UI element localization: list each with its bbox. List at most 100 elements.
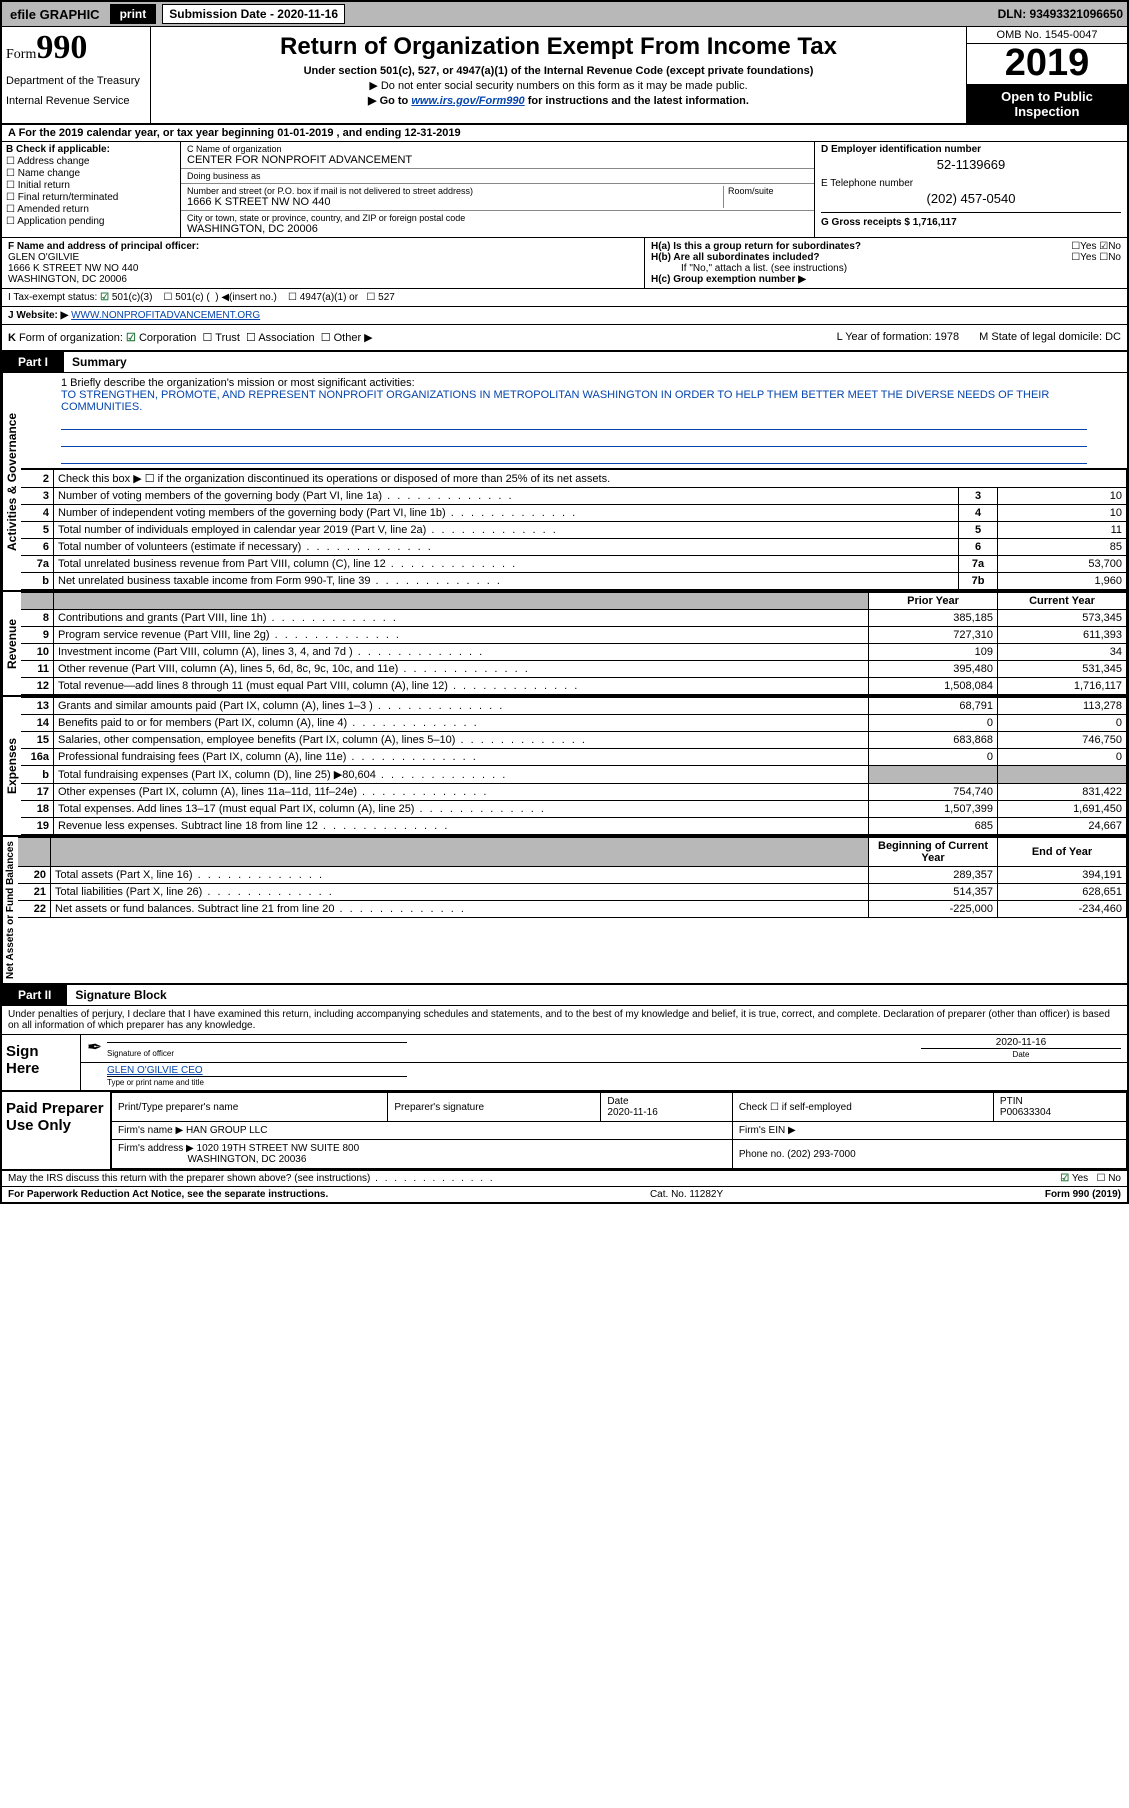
chk-address[interactable]: Address change: [6, 156, 176, 167]
blank-line-3: [61, 449, 1087, 464]
row-current: 394,191: [998, 867, 1127, 884]
row-num: 13: [21, 698, 54, 715]
revenue-table: Prior Year Current Year8 Contributions a…: [21, 592, 1127, 695]
chk-final[interactable]: Final return/terminated: [6, 192, 176, 203]
k-form-org[interactable]: K Form of organization: ☑ Corporation ☐ …: [8, 331, 373, 344]
sign-date-label: Date: [1013, 1050, 1030, 1059]
row-num: 16a: [21, 749, 54, 766]
row-desc: Net assets or fund balances. Subtract li…: [51, 901, 869, 918]
line-k-l-m: K Form of organization: ☑ Corporation ☐ …: [2, 325, 1127, 352]
row-num: 4: [21, 505, 54, 522]
row-desc: Total liabilities (Part X, line 26): [51, 884, 869, 901]
row-prior: 1,508,084: [869, 678, 998, 695]
efile-label: efile GRAPHIC: [6, 5, 104, 24]
part-1-header: Part I Summary: [2, 352, 1127, 373]
officer-name-link[interactable]: GLEN O'GILVIE CEO: [107, 1065, 407, 1077]
row-val: 85: [998, 539, 1127, 556]
mission-section: 1 Briefly describe the organization's mi…: [21, 373, 1127, 469]
row-prior: 1,507,399: [869, 801, 998, 818]
officer-name-label: Type or print name and title: [107, 1078, 204, 1087]
row-num: 5: [21, 522, 54, 539]
row-desc: Professional fundraising fees (Part IX, …: [54, 749, 869, 766]
row-prior: 109: [869, 644, 998, 661]
row-current: -234,460: [998, 901, 1127, 918]
paid-preparer-section: Paid Preparer Use Only Print/Type prepar…: [2, 1092, 1127, 1171]
pen-icon: ✒: [87, 1037, 107, 1060]
row-desc: Total revenue—add lines 8 through 11 (mu…: [54, 678, 869, 695]
row-prior: 754,740: [869, 784, 998, 801]
discuss-question: May the IRS discuss this return with the…: [8, 1173, 495, 1184]
firm-ein-label: Firm's EIN ▶: [732, 1122, 1126, 1140]
row-prior: 0: [869, 749, 998, 766]
row-current: 611,393: [998, 627, 1127, 644]
dln-label: DLN: 93493321096650: [998, 7, 1123, 21]
website-link[interactable]: WWW.NONPROFITADVANCEMENT.ORG: [71, 310, 260, 321]
note2-pre: ▶ Go to: [368, 95, 411, 107]
row-num: 10: [21, 644, 54, 661]
col-current-hdr: End of Year: [998, 838, 1127, 867]
open-public-badge: Open to Public Inspection: [967, 85, 1127, 123]
city-value: WASHINGTON, DC 20006: [187, 223, 808, 235]
discuss-answer[interactable]: ☑ Yes ☐ No: [1060, 1173, 1121, 1184]
row-desc: Number of independent voting members of …: [54, 505, 959, 522]
row-num: 7a: [21, 556, 54, 573]
org-name: CENTER FOR NONPROFIT ADVANCEMENT: [187, 154, 808, 166]
activities-block: Activities & Governance 1 Briefly descri…: [2, 373, 1127, 592]
row-num: b: [21, 573, 54, 590]
row-prior: 68,791: [869, 698, 998, 715]
activities-table: 2 Check this box ▶ ☐ if the organization…: [21, 469, 1127, 590]
prep-sig-hdr: Preparer's signature: [388, 1093, 601, 1122]
row-desc: Revenue less expenses. Subtract line 18 …: [54, 818, 869, 835]
hb-answer[interactable]: ☐Yes ☐No: [1071, 252, 1121, 263]
privacy-note: ▶ Do not enter social security numbers o…: [157, 79, 960, 92]
signature-section: Under penalties of perjury, I declare th…: [2, 1006, 1127, 1092]
chk-amended[interactable]: Amended return: [6, 204, 176, 215]
row-current: 34: [998, 644, 1127, 661]
firm-name-label: Firm's name ▶: [118, 1125, 183, 1136]
l-year: L Year of formation: 1978: [837, 331, 960, 344]
gross-receipts: G Gross receipts $ 1,716,117: [821, 217, 957, 228]
self-emp-check[interactable]: Check ☐ if self-employed: [732, 1093, 993, 1122]
irs-link[interactable]: www.irs.gov/Form990: [411, 95, 524, 107]
ha-answer[interactable]: ☐Yes ☑No: [1071, 241, 1121, 252]
chk-pending[interactable]: Application pending: [6, 216, 176, 227]
row-desc: Other revenue (Part VIII, column (A), li…: [54, 661, 869, 678]
officer-signature-line[interactable]: [107, 1042, 407, 1043]
firm-phone: (202) 293-7000: [787, 1149, 855, 1160]
row-num: 11: [21, 661, 54, 678]
row-prior: 685: [869, 818, 998, 835]
col-prior-hdr: Prior Year: [869, 593, 998, 610]
form-990-page: efile GRAPHIC print Submission Date - 20…: [0, 0, 1129, 1204]
box-b-label: B Check if applicable:: [6, 144, 110, 155]
row-current: 628,651: [998, 884, 1127, 901]
row-num: 9: [21, 627, 54, 644]
chk-name[interactable]: Name change: [6, 168, 176, 179]
row-desc: Grants and similar amounts paid (Part IX…: [54, 698, 869, 715]
room-label: Room/suite: [728, 186, 808, 196]
tax-status-label: I Tax-exempt status:: [8, 292, 97, 303]
row-desc: Total unrelated business revenue from Pa…: [54, 556, 959, 573]
firm-phone-label: Phone no.: [739, 1149, 785, 1160]
tax-status-render: 501(c)(3) ☐ 501(c) ( ) ◀(insert no.) ☐ 4…: [112, 292, 395, 303]
row-val: 11: [998, 522, 1127, 539]
box-d-e-g: D Employer identification number 52-1139…: [814, 142, 1127, 237]
org-name-label: C Name of organization: [187, 144, 808, 154]
row-prior: 683,868: [869, 732, 998, 749]
chk-initial[interactable]: Initial return: [6, 180, 176, 191]
note2-post: for instructions and the latest informat…: [525, 95, 749, 107]
box-h: H(a) Is this a group return for subordin…: [645, 238, 1127, 288]
row-num: 21: [18, 884, 51, 901]
print-button[interactable]: print: [110, 4, 157, 24]
form-title-block: Return of Organization Exempt From Incom…: [151, 27, 966, 123]
part-1-title: Summary: [64, 355, 127, 369]
row-box: 5: [959, 522, 998, 539]
row-num: b: [21, 766, 54, 784]
row-num: 6: [21, 539, 54, 556]
col-current-hdr: Current Year: [998, 593, 1127, 610]
paid-preparer-table: Print/Type preparer's name Preparer's si…: [111, 1092, 1127, 1169]
dba-label: Doing business as: [187, 171, 808, 181]
row-num: 15: [21, 732, 54, 749]
website-label: J Website: ▶: [8, 310, 68, 321]
row-box: 3: [959, 488, 998, 505]
tax-status-opts[interactable]: ☑: [100, 292, 109, 303]
